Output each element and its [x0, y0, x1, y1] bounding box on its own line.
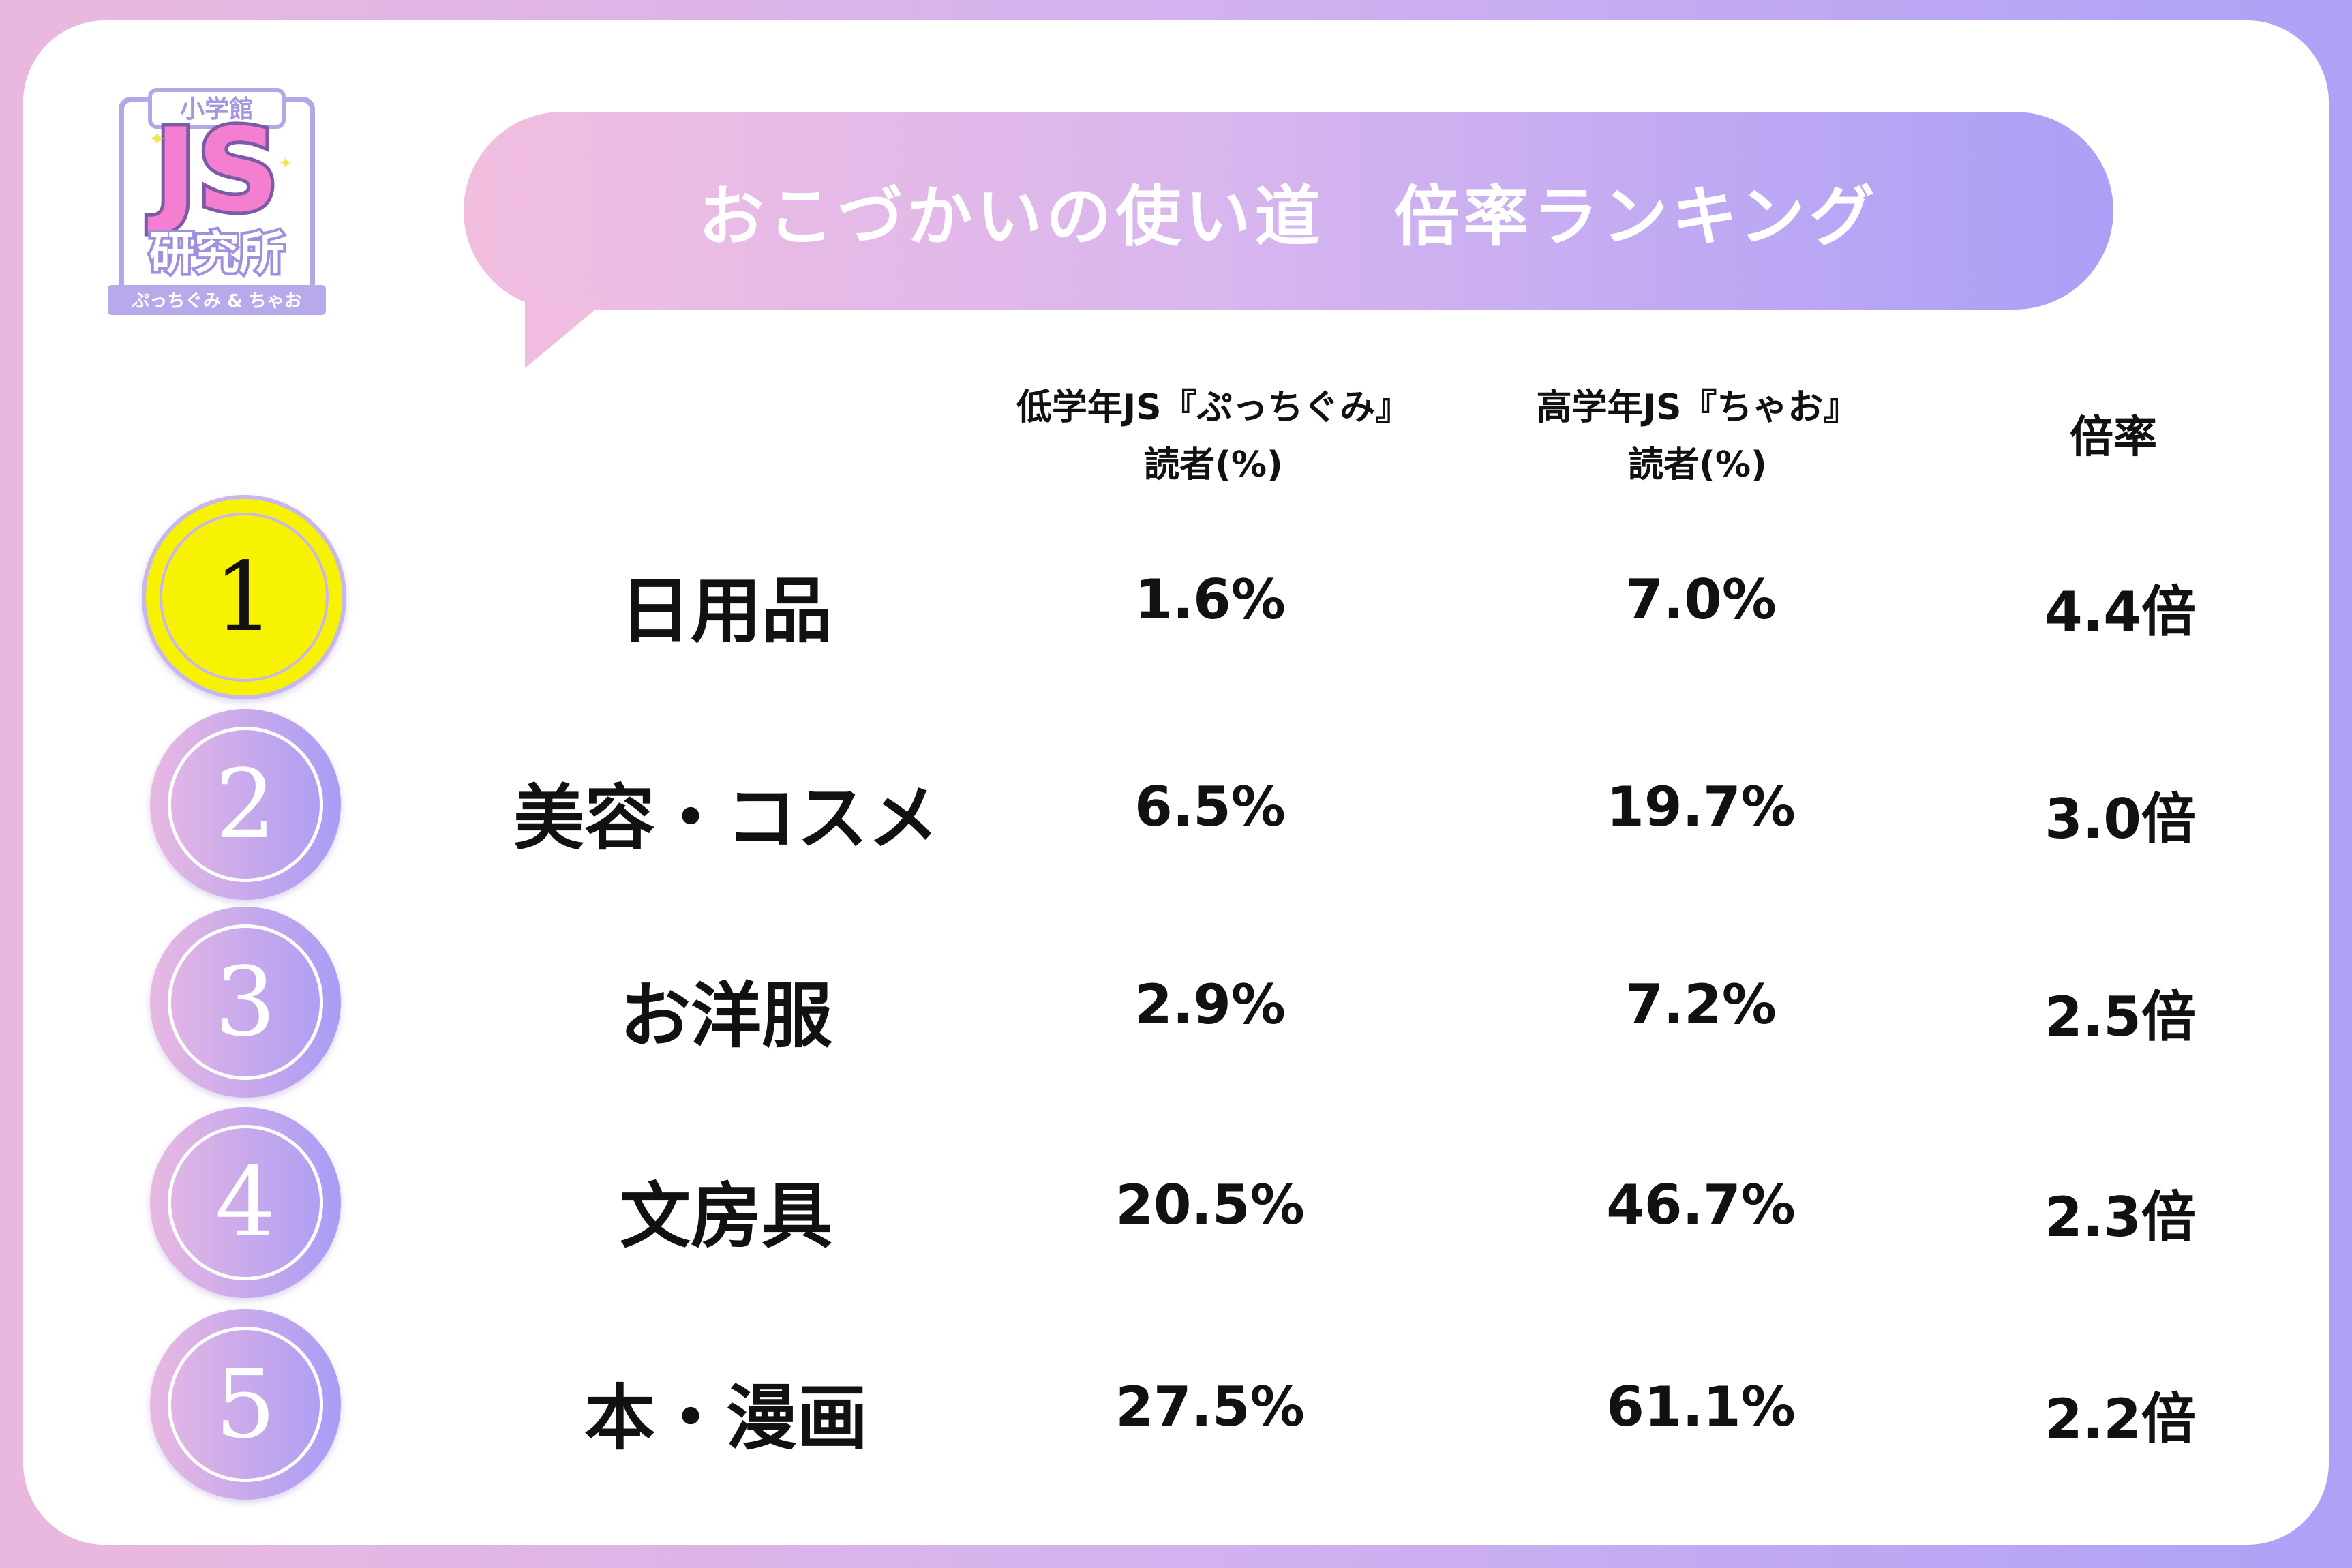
category-label: 美容・コスメ [513, 777, 939, 860]
ranking-row: 1 日用品 1.6% 7.0% 4.4倍 [0, 495, 2352, 699]
chart-title: おこづかいの使い道 倍率ランキング [698, 178, 1879, 255]
rank-number: 2 [215, 749, 276, 860]
rank-number: 1 [213, 541, 275, 653]
rank-number: 3 [215, 946, 276, 1058]
title-banner: おこづかいの使い道 倍率ランキング [464, 112, 2113, 310]
ranking-row: 5 本・漫画 27.5% 61.1% 2.2倍 [0, 1309, 2352, 1500]
low-grade-value: 2.9% [1134, 973, 1286, 1036]
column-header-high-grade: 高学年JS『ちゃお』 読者(%) [1536, 387, 1859, 485]
title-bubble-tail [525, 300, 607, 368]
ranking-row: 2 美容・コスメ 6.5% 19.7% 3.0倍 [0, 709, 2352, 900]
ranking-row: 3 お洋服 2.9% 7.2% 2.5倍 [0, 907, 2352, 1098]
ranking-row: 4 文房具 20.5% 46.7% 2.3倍 [0, 1107, 2352, 1298]
high-grade-value: 46.7% [1606, 1173, 1796, 1237]
low-grade-value: 20.5% [1115, 1173, 1305, 1237]
category-label: 日用品 [619, 569, 833, 652]
logo-sub-text: 研究所 [149, 227, 284, 280]
rank-number: 4 [215, 1147, 276, 1258]
logo-top-text: 小学館 [180, 95, 254, 123]
column-header-ratio: 倍率 [2070, 412, 2157, 463]
svg-text:✦: ✦ [149, 127, 166, 151]
low-grade-value: 1.6% [1134, 568, 1286, 631]
ratio-value: 3.0倍 [2045, 787, 2196, 851]
category-label: 本・漫画 [584, 1376, 869, 1460]
ratio-value: 2.5倍 [2045, 985, 2196, 1049]
logo-main-text: JS [147, 104, 280, 237]
rank-badge: 1 [142, 495, 346, 699]
ratio-value: 2.3倍 [2045, 1186, 2196, 1249]
low-grade-value: 6.5% [1134, 775, 1286, 839]
high-grade-value: 19.7% [1606, 775, 1796, 839]
ratio-value: 4.4倍 [2045, 580, 2196, 644]
category-label: お洋服 [619, 974, 833, 1057]
rank-badge: 3 [150, 907, 341, 1098]
rank-badge: 4 [150, 1107, 341, 1298]
rank-badge: 2 [150, 709, 341, 900]
high-grade-value: 61.1% [1606, 1375, 1796, 1438]
rank-badge: 5 [150, 1309, 341, 1500]
low-grade-value: 27.5% [1115, 1375, 1305, 1438]
column-header-low-grade: 低学年JS『ぷっちぐみ』 読者(%) [1016, 387, 1411, 485]
js-lab-logo: 小学館 JS ✦ ✦ 研究所 ぷっちぐみ & ちゃお [108, 88, 326, 315]
ratio-value: 2.2倍 [2045, 1387, 2196, 1451]
category-label: 文房具 [619, 1175, 833, 1258]
svg-text:✦: ✦ [278, 153, 293, 174]
rank-number: 5 [215, 1348, 276, 1460]
high-grade-value: 7.0% [1625, 568, 1777, 631]
high-grade-value: 7.2% [1625, 973, 1777, 1036]
logo-tagline: ぷっちぐみ & ちゃお [131, 291, 302, 312]
